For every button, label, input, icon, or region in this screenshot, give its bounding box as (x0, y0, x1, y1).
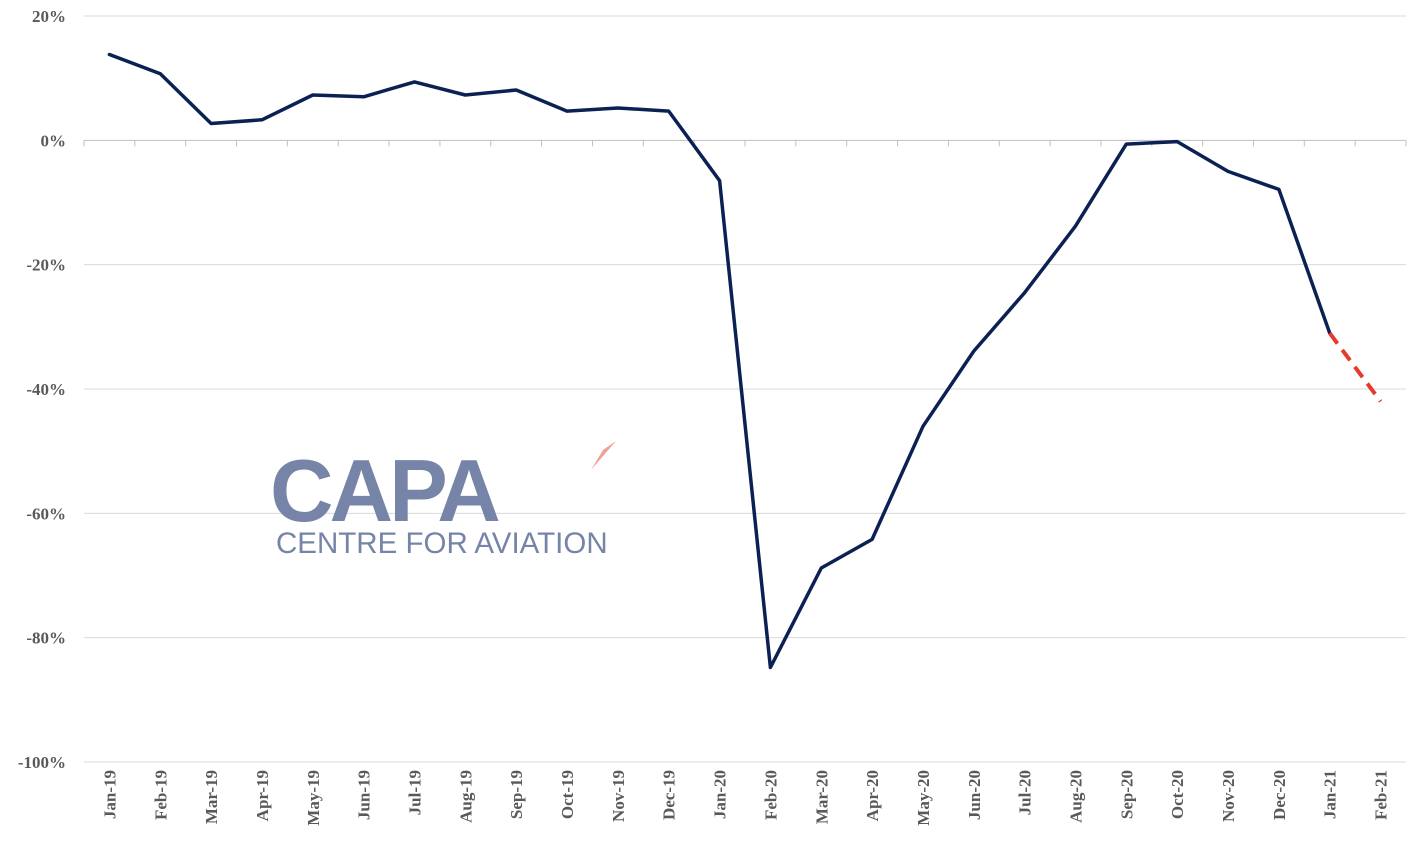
axes (83, 139, 1407, 147)
x-tick-label: May-19 (304, 770, 323, 826)
series (107, 52, 1383, 670)
x-tick-label: Mar-20 (812, 770, 831, 824)
x-tick-label: Apr-20 (863, 770, 882, 821)
x-tick-label: May-20 (914, 770, 933, 826)
y-tick-label: -100% (18, 753, 66, 772)
x-tick-label: Mar-19 (202, 770, 221, 824)
y-tick-label: -80% (26, 629, 66, 648)
x-tick-label: Nov-20 (1219, 770, 1238, 822)
series-line-actual (107, 52, 1332, 670)
x-tick-label: Aug-20 (1067, 770, 1086, 823)
capa-logo-tagline: CENTRE FOR AVIATION (276, 527, 608, 560)
capa-logo-arrow-icon (591, 441, 616, 470)
x-tick-label: Jun-20 (965, 770, 984, 820)
capa-logo-text: CAPA (270, 441, 499, 540)
x-tick-label: Sep-19 (507, 770, 526, 819)
capa-watermark: CAPA CENTRE FOR AVIATION (270, 441, 616, 560)
x-tick-label: Oct-19 (558, 770, 577, 819)
y-tick-label: 20% (32, 7, 66, 26)
y-tick-label: -40% (26, 380, 66, 399)
tick-labels: 20% 0% -20% -40% -60% -80% -100% Jan-19 Feb-19 Ma… (18, 7, 1391, 826)
x-tick-label: Jul-20 (1016, 770, 1035, 815)
x-tick-label: Feb-21 (1372, 770, 1391, 820)
x-tick-label: Aug-19 (456, 770, 475, 823)
x-tick-label: Jan-20 (711, 770, 730, 819)
x-tick-label: Jul-19 (406, 770, 425, 815)
x-tick-label: Dec-19 (660, 770, 679, 820)
x-tick-label: Apr-19 (253, 770, 272, 821)
y-tick-label: 0% (41, 131, 67, 150)
x-tick-label: Feb-20 (761, 770, 780, 820)
y-tick-label: -60% (26, 504, 66, 523)
x-tick-label: Jan-21 (1321, 770, 1340, 819)
x-tick-label: Feb-19 (151, 770, 170, 820)
series-line-projection (1328, 331, 1383, 403)
x-tick-label: Jun-19 (355, 770, 374, 820)
x-tick-label: Jan-19 (100, 770, 119, 819)
x-tick-label: Nov-19 (609, 770, 628, 822)
y-tick-label: -20% (26, 256, 66, 275)
x-tick-label: Oct-20 (1168, 770, 1187, 819)
gridlines (84, 15, 1406, 763)
x-tick-label: Dec-20 (1270, 770, 1289, 820)
x-tick-label: Sep-20 (1117, 770, 1136, 819)
